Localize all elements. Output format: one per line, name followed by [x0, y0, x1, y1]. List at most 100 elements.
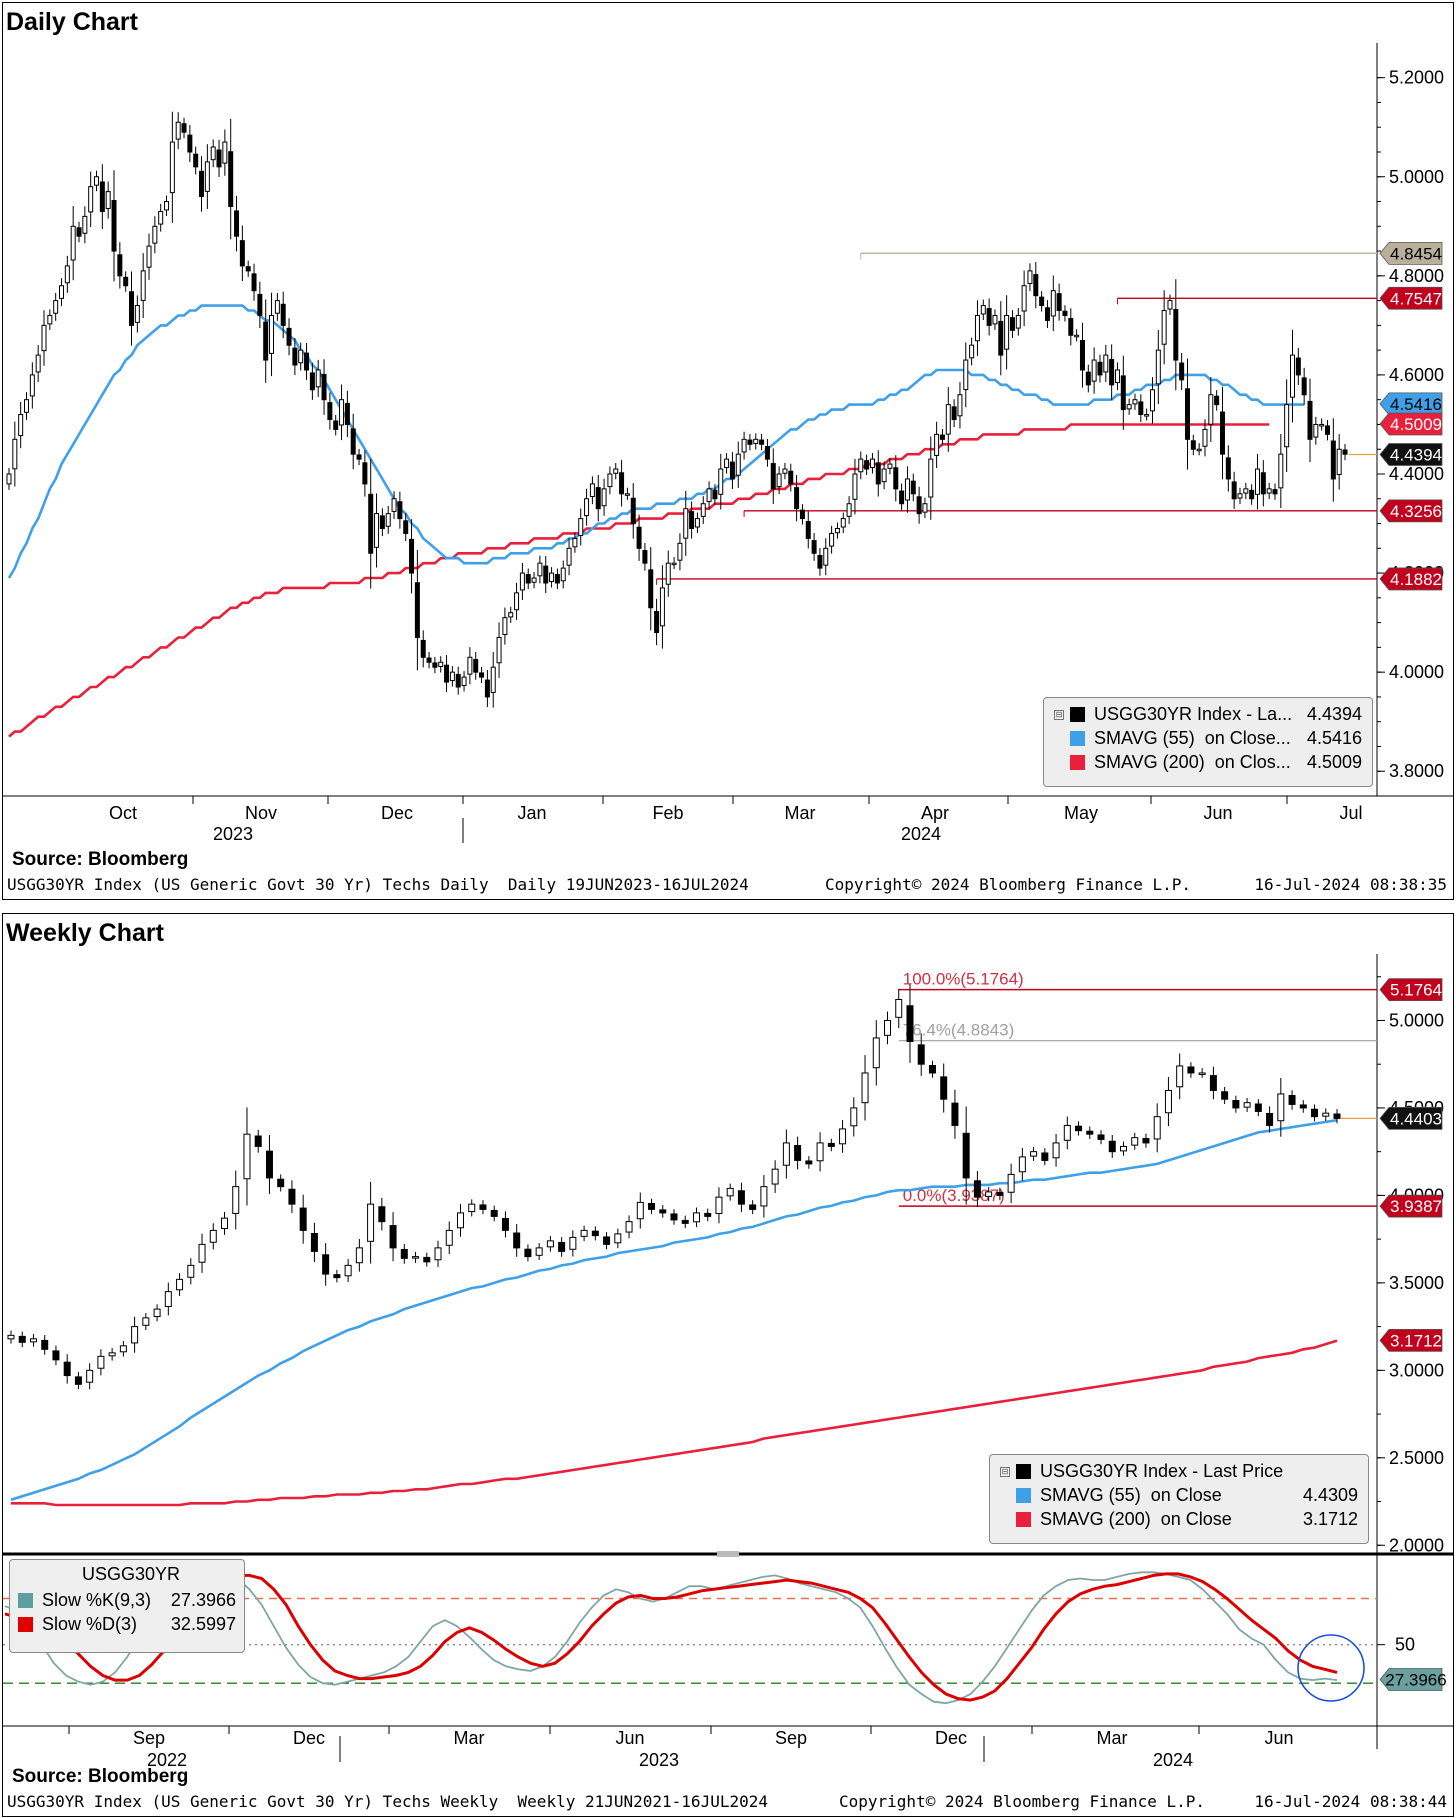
weekly-candle-body	[1063, 1124, 1071, 1141]
daily-x-month-label: Nov	[245, 803, 277, 823]
weekly-price-tag-label: 3.9387	[1390, 1197, 1442, 1216]
daily-candle-body	[782, 468, 788, 474]
daily-candle-body	[251, 273, 257, 292]
weekly-candle-body	[1209, 1075, 1217, 1091]
daily-candle-body	[753, 438, 759, 445]
daily-legend-label-sma55: SMAVG (55) on Close...	[1094, 728, 1291, 748]
daily-candle-body	[875, 462, 881, 485]
daily-x-month-label: Jan	[517, 803, 546, 823]
daily-candle-body	[595, 487, 601, 510]
weekly-x-month-label: Sep	[775, 1728, 807, 1748]
daily-candle-body	[280, 303, 286, 326]
daily-candle-body	[1173, 309, 1179, 361]
daily-candle-body	[94, 176, 100, 186]
daily-candle-body	[298, 349, 304, 364]
daily-candle-body	[1243, 488, 1249, 494]
daily-candle-body	[537, 562, 543, 577]
weekly-candle-body	[1221, 1091, 1229, 1100]
weekly-candle-body	[692, 1212, 700, 1223]
daily-candle-body	[350, 428, 356, 455]
daily-candle-body	[642, 550, 648, 564]
daily-candle-body	[858, 458, 864, 473]
daily-candle-body	[321, 373, 327, 401]
daily-candle-body	[1044, 307, 1050, 321]
oscillator-legend-swatch-k	[18, 1593, 33, 1608]
daily-candle-body	[566, 547, 572, 566]
weekly-x-year-label: 2023	[639, 1750, 679, 1770]
weekly-candle-body	[895, 998, 903, 1018]
daily-candle-body	[846, 503, 852, 517]
daily-candle-body	[654, 610, 660, 634]
daily-candle-body	[665, 562, 671, 585]
daily-candle-body	[455, 673, 461, 688]
daily-candle-body	[1301, 377, 1307, 396]
daily-candle-body	[630, 497, 636, 525]
daily-legend-swatch-price	[1070, 707, 1085, 722]
weekly-candle-body	[1007, 1173, 1015, 1193]
daily-level-tag	[1379, 241, 1443, 265]
weekly-candle-body	[29, 1338, 37, 1343]
weekly-candle-body	[569, 1236, 577, 1250]
daily-candle-body	[76, 227, 82, 237]
weekly-candle-body	[41, 1339, 49, 1350]
daily-candle-body	[286, 327, 292, 346]
weekly-x-month-label: Sep	[133, 1728, 165, 1748]
daily-candle-body	[1313, 423, 1319, 438]
daily-candle-body	[1272, 489, 1278, 495]
weekly-candle-body	[1333, 1113, 1341, 1119]
daily-candle-body	[1249, 489, 1255, 500]
daily-candle-body	[134, 305, 140, 323]
weekly-legend-value-sma200: 3.1712	[1302, 1509, 1358, 1529]
daily-candle-body	[164, 201, 170, 211]
daily-price-tag-label: 4.4394	[1390, 445, 1442, 464]
daily-candle-body	[304, 352, 310, 371]
weekly-candle-body	[580, 1229, 588, 1237]
daily-sma55-line	[7, 304, 1305, 579]
daily-candle-body	[18, 414, 24, 437]
weekly-legend: ⊟ USGG30YR Index - Last Price SMAVG (55)…	[989, 1454, 1369, 1544]
weekly-price-tag	[1379, 1328, 1443, 1352]
daily-candle-body	[484, 679, 490, 698]
daily-candle-body	[508, 612, 514, 618]
weekly-candle-body	[243, 1133, 251, 1180]
weekly-candle-body	[119, 1345, 127, 1353]
weekly-candle-body	[715, 1196, 723, 1215]
weekly-candle-body	[1018, 1156, 1026, 1173]
daily-candle-body	[741, 438, 747, 453]
daily-y-tick-label: 4.4000	[1389, 464, 1444, 484]
weekly-legend-label-sma55: SMAVG (55) on Close	[1040, 1485, 1222, 1505]
daily-candle-body	[309, 372, 315, 391]
daily-candle-body	[88, 186, 94, 213]
daily-candle-body	[292, 347, 298, 366]
daily-candle-body	[409, 538, 415, 574]
weekly-candle-body	[198, 1243, 206, 1263]
daily-level-tag-label: 4.3256	[1390, 502, 1442, 521]
daily-candle-body	[374, 513, 380, 548]
daily-candle-body	[910, 480, 916, 495]
daily-candle-body	[869, 458, 875, 469]
daily-candle-body	[1208, 394, 1214, 425]
weekly-candle-body	[74, 1376, 82, 1385]
weekly-candle-body	[704, 1212, 712, 1217]
daily-candle-body	[199, 170, 205, 198]
oscillator-legend-swatch-d	[18, 1617, 33, 1632]
weekly-candle-body	[928, 1065, 936, 1074]
daily-candle-body	[607, 473, 613, 488]
daily-candle-body	[368, 493, 374, 554]
daily-candle-body	[105, 191, 111, 209]
daily-candle-body	[525, 574, 531, 584]
daily-candle-body	[805, 521, 811, 539]
daily-x-month-label: Oct	[109, 803, 137, 823]
weekly-sma200-line	[11, 1339, 1338, 1507]
daily-candle-body	[980, 305, 986, 315]
weekly-candle-body	[1075, 1125, 1083, 1132]
weekly-candle-body	[951, 1102, 959, 1126]
daily-candle-body	[257, 293, 263, 316]
weekly-candle-body	[310, 1233, 318, 1252]
weekly-price-tag-label: 5.1764	[1390, 981, 1442, 1000]
weekly-candle-body	[1086, 1130, 1094, 1135]
weekly-candle-body	[479, 1204, 487, 1210]
daily-candle-body	[403, 520, 409, 534]
daily-candle-body	[187, 134, 193, 153]
weekly-x-month-label: Mar	[454, 1728, 485, 1748]
